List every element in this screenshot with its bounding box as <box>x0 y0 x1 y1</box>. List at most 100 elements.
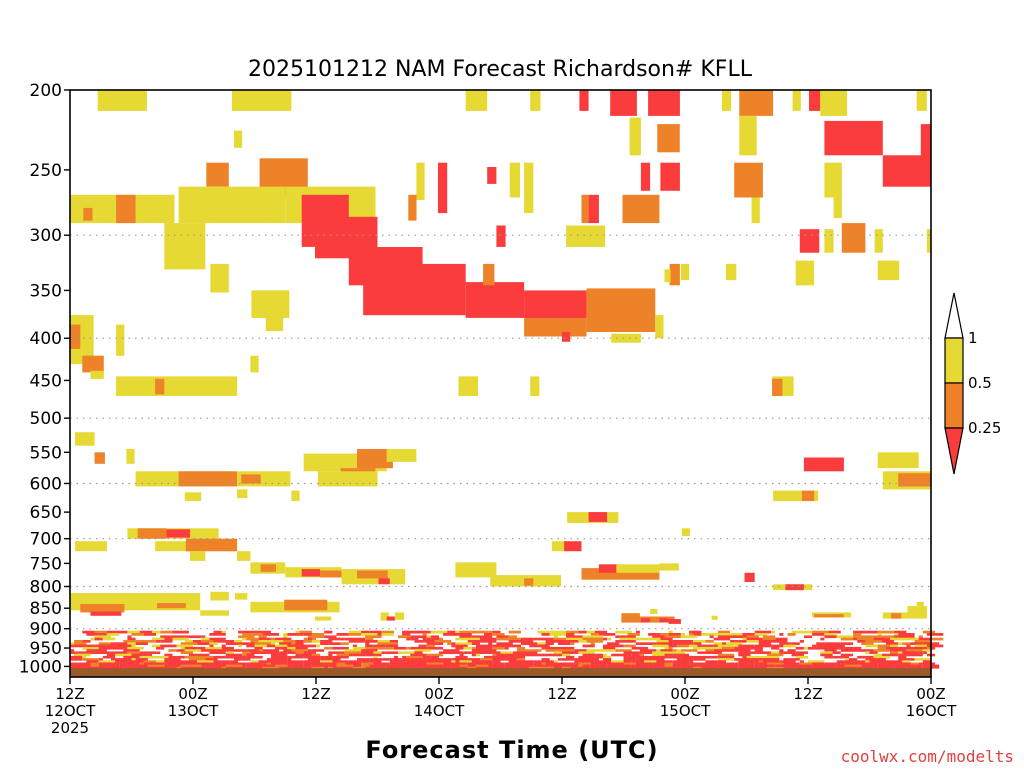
heatmap-cell <box>352 646 366 650</box>
heatmap-cell <box>363 263 466 316</box>
heatmap-cell <box>475 662 480 666</box>
heatmap-cell <box>70 324 81 349</box>
heatmap-cell <box>418 653 427 657</box>
heatmap-cell <box>739 115 757 156</box>
heatmap-cell <box>504 653 521 657</box>
heatmap-cell <box>434 664 444 668</box>
heatmap-cell <box>254 630 271 634</box>
heatmap-cell <box>235 593 248 600</box>
heatmap-cell <box>389 662 398 666</box>
heatmap-cell <box>508 630 521 634</box>
heatmap-cell <box>549 640 567 643</box>
heatmap-cell <box>484 662 493 666</box>
heatmap-cell <box>369 630 382 634</box>
heatmap-cell <box>82 664 91 668</box>
heatmap-cell <box>496 225 506 247</box>
heatmap-cell <box>791 642 800 645</box>
x-tick-label: 13OCT <box>168 702 219 720</box>
y-tick-label: 600 <box>30 474 62 494</box>
heatmap-cell <box>652 666 669 669</box>
heatmap-cell <box>758 664 763 668</box>
heatmap-cell <box>82 630 95 634</box>
heatmap-cell <box>398 664 403 668</box>
heatmap-cell <box>414 658 423 661</box>
heatmap-cell <box>553 635 558 639</box>
heatmap-cell <box>742 655 747 659</box>
heatmap-cell <box>828 662 841 666</box>
heatmap-cell <box>455 655 464 659</box>
heatmap-cell <box>389 640 398 643</box>
heatmap-cell <box>139 651 157 654</box>
heatmap-cell <box>541 646 546 650</box>
heatmap-cell <box>689 644 698 648</box>
heatmap-cell <box>779 644 784 648</box>
heatmap-cell <box>814 614 844 618</box>
heatmap-cell <box>828 646 845 650</box>
heatmap-cell <box>877 452 919 469</box>
x-tick-label: 00Z <box>670 685 699 703</box>
heatmap-cell <box>885 655 890 659</box>
heatmap-cell <box>299 653 312 657</box>
heatmap-cell <box>894 664 899 668</box>
heatmap-cell <box>635 655 649 659</box>
heatmap-cell <box>916 601 924 607</box>
heatmap-cell <box>361 651 374 654</box>
heatmap-cell <box>537 662 542 666</box>
heatmap-cell <box>820 653 833 657</box>
heatmap-cell <box>779 651 784 654</box>
heatmap-cell <box>266 640 284 643</box>
heatmap-cell <box>635 637 644 641</box>
heatmap-cell <box>717 658 722 661</box>
heatmap-cell <box>631 653 640 657</box>
legend-bottom-triangle <box>944 427 964 475</box>
heatmap-cell <box>475 664 489 668</box>
heatmap-cell <box>615 630 632 634</box>
heatmap-cell <box>734 646 751 650</box>
heatmap-cell <box>131 653 148 657</box>
x-tick-label: 12OCT <box>45 702 96 720</box>
heatmap-cell <box>619 666 636 669</box>
heatmap-cell <box>394 612 405 620</box>
heatmap-cell <box>398 635 411 639</box>
x-tick-label: 12Z <box>55 685 84 703</box>
heatmap-cell <box>475 644 493 648</box>
heatmap-cell <box>434 660 452 663</box>
heatmap-cell <box>746 651 751 654</box>
heatmap-cell <box>185 538 238 552</box>
heatmap-cell <box>111 646 124 650</box>
heatmap-cell <box>861 660 866 663</box>
heatmap-cell <box>779 642 792 645</box>
heatmap-cell <box>844 666 858 669</box>
heatmap-cell <box>193 653 198 657</box>
heatmap-cell <box>209 651 226 654</box>
heatmap-cell <box>74 653 91 657</box>
heatmap-cell <box>721 642 726 645</box>
heatmap-cell <box>787 644 796 648</box>
heatmap-cell <box>143 633 157 636</box>
heatmap-cell <box>229 655 234 659</box>
heatmap-cell <box>184 492 202 501</box>
heatmap-cell <box>229 662 247 666</box>
heatmap-cell <box>742 633 755 636</box>
heatmap-cell <box>828 666 841 669</box>
heatmap-cell <box>74 658 79 661</box>
heatmap-cell <box>402 664 419 668</box>
heatmap-cell <box>311 649 325 652</box>
heatmap-cell <box>336 664 353 668</box>
heatmap-cell <box>287 658 292 661</box>
heatmap-cell <box>508 640 526 643</box>
heatmap-cell <box>623 651 640 654</box>
heatmap-cell <box>623 640 636 643</box>
heatmap-cell <box>90 611 122 616</box>
heatmap-cell <box>332 646 349 650</box>
heatmap-cell <box>549 633 567 636</box>
heatmap-cell <box>90 370 104 379</box>
heatmap-cell <box>459 660 472 663</box>
heatmap-cell <box>857 635 870 639</box>
heatmap-cell <box>902 642 911 645</box>
heatmap-cell <box>914 640 931 643</box>
heatmap-cell <box>685 642 694 645</box>
heatmap-cell <box>824 162 842 198</box>
heatmap-cell <box>874 229 883 253</box>
heatmap-cell <box>361 664 370 668</box>
